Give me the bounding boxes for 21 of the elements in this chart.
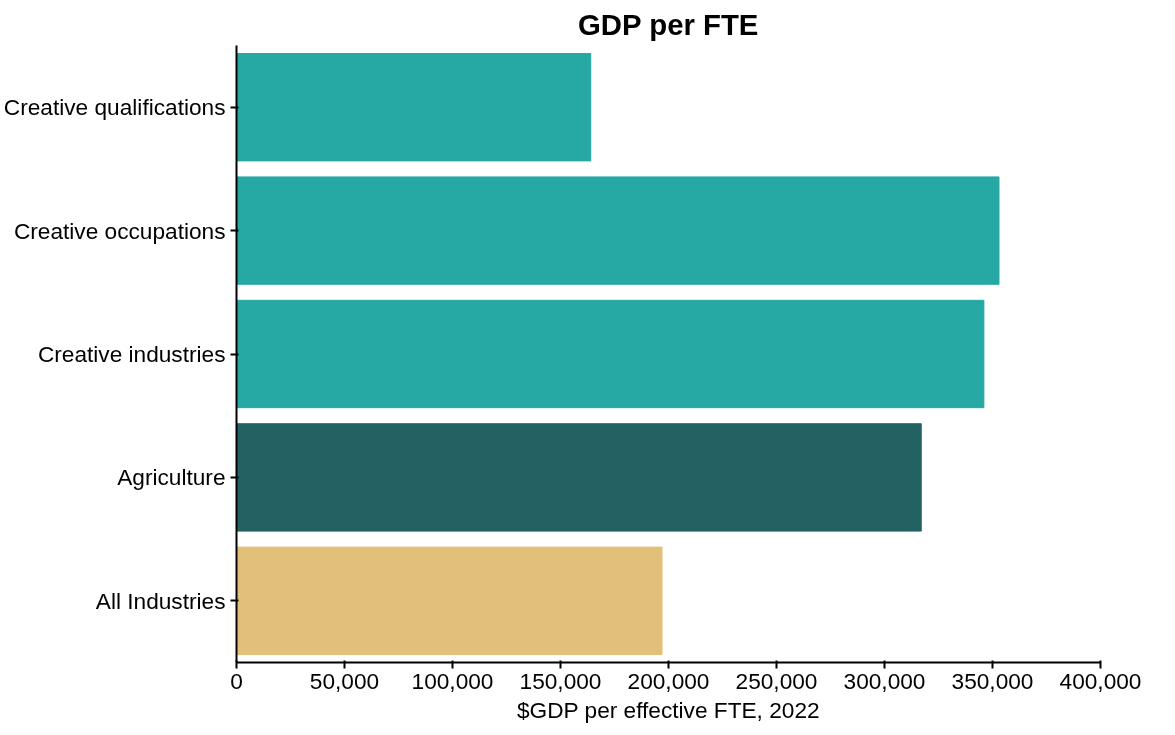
x-axis-title: $GDP per effective FTE, 2022 bbox=[516, 696, 820, 723]
chart-title: GDP per FTE bbox=[578, 7, 759, 41]
y-tick-label: All Industries bbox=[95, 587, 226, 614]
bar bbox=[236, 546, 663, 655]
x-tick-label: 150,000 bbox=[519, 667, 602, 694]
bar bbox=[236, 299, 985, 409]
x-tick-label: 200,000 bbox=[627, 667, 710, 694]
x-tick-label: 100,000 bbox=[411, 667, 494, 694]
x-tick-label: 250,000 bbox=[735, 667, 818, 694]
x-tick-label: 50,000 bbox=[309, 667, 380, 694]
x-tick-label: 0 bbox=[230, 667, 243, 694]
x-tick-label: 300,000 bbox=[843, 667, 926, 694]
bar bbox=[236, 176, 1000, 285]
x-tick-label: 350,000 bbox=[951, 667, 1034, 694]
bar bbox=[236, 423, 922, 532]
x-tick-label: 400,000 bbox=[1059, 667, 1142, 694]
y-tick-label: Creative occupations bbox=[13, 217, 226, 244]
bar bbox=[236, 53, 592, 162]
y-tick-label: Creative industries bbox=[37, 341, 226, 367]
y-tick-label: Creative qualifications bbox=[3, 94, 226, 121]
y-tick-label: Agriculture bbox=[117, 464, 226, 491]
